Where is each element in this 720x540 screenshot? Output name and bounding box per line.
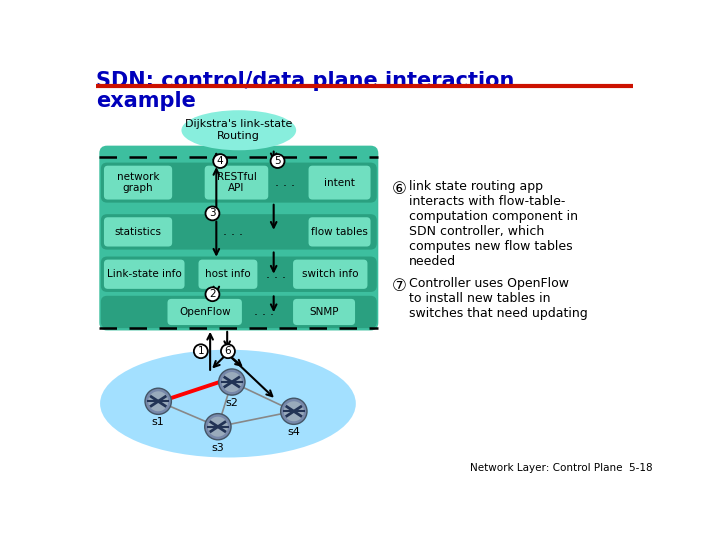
FancyBboxPatch shape xyxy=(99,146,378,330)
FancyBboxPatch shape xyxy=(293,299,355,325)
Text: intent: intent xyxy=(324,178,355,187)
Text: OpenFlow: OpenFlow xyxy=(179,307,230,317)
Text: 4: 4 xyxy=(217,156,223,166)
Circle shape xyxy=(205,206,220,220)
Text: s4: s4 xyxy=(287,428,300,437)
FancyBboxPatch shape xyxy=(104,260,184,289)
FancyBboxPatch shape xyxy=(101,296,377,328)
Circle shape xyxy=(213,154,228,168)
Circle shape xyxy=(221,345,235,358)
Text: Link-state info: Link-state info xyxy=(107,269,181,279)
Ellipse shape xyxy=(100,350,356,457)
Ellipse shape xyxy=(181,110,296,150)
FancyBboxPatch shape xyxy=(293,260,367,289)
FancyBboxPatch shape xyxy=(309,166,371,200)
Text: RESTful
API: RESTful API xyxy=(217,172,256,193)
Text: . . .: . . . xyxy=(275,176,295,189)
FancyBboxPatch shape xyxy=(199,260,258,289)
Text: . . .: . . . xyxy=(266,268,286,281)
Text: s1: s1 xyxy=(152,417,165,428)
Text: ⑦: ⑦ xyxy=(392,276,407,294)
Circle shape xyxy=(204,414,231,440)
Text: 5: 5 xyxy=(274,156,281,166)
Text: ⑥: ⑥ xyxy=(392,180,407,198)
FancyBboxPatch shape xyxy=(204,166,269,200)
Circle shape xyxy=(284,401,304,421)
Text: statistics: statistics xyxy=(114,227,161,237)
Circle shape xyxy=(145,388,171,414)
Circle shape xyxy=(222,372,242,392)
Circle shape xyxy=(148,392,168,411)
Text: 2: 2 xyxy=(209,289,216,299)
Text: host info: host info xyxy=(205,269,251,279)
Text: 3: 3 xyxy=(209,208,216,218)
Circle shape xyxy=(208,417,228,437)
Text: switch info: switch info xyxy=(302,269,359,279)
Circle shape xyxy=(281,398,307,424)
Text: Dijkstra's link-state
Routing: Dijkstra's link-state Routing xyxy=(185,119,292,141)
Text: Controller uses OpenFlow
to install new tables in
switches that need updating: Controller uses OpenFlow to install new … xyxy=(409,276,588,320)
Circle shape xyxy=(219,369,245,395)
Circle shape xyxy=(194,345,208,358)
Text: flow tables: flow tables xyxy=(311,227,368,237)
Text: network
graph: network graph xyxy=(117,172,159,193)
Text: example: example xyxy=(96,91,196,111)
FancyBboxPatch shape xyxy=(168,299,242,325)
Text: link state routing app
interacts with flow-table-
computation component in
SDN c: link state routing app interacts with fl… xyxy=(409,180,578,268)
Text: SNMP: SNMP xyxy=(310,307,339,317)
FancyBboxPatch shape xyxy=(104,217,172,247)
Text: Network Layer: Control Plane  5-18: Network Layer: Control Plane 5-18 xyxy=(469,463,652,473)
FancyBboxPatch shape xyxy=(101,214,377,249)
Text: . . .: . . . xyxy=(254,306,274,319)
Circle shape xyxy=(205,287,220,301)
Text: s2: s2 xyxy=(225,398,238,408)
FancyBboxPatch shape xyxy=(309,217,371,247)
FancyBboxPatch shape xyxy=(101,163,377,202)
Text: 1: 1 xyxy=(197,346,204,356)
Text: SDN: control/data plane interaction: SDN: control/data plane interaction xyxy=(96,71,515,91)
Text: s3: s3 xyxy=(212,443,224,453)
FancyBboxPatch shape xyxy=(101,256,377,292)
FancyBboxPatch shape xyxy=(104,166,172,200)
Text: 6: 6 xyxy=(225,346,231,356)
Circle shape xyxy=(271,154,284,168)
Text: . . .: . . . xyxy=(223,225,243,238)
